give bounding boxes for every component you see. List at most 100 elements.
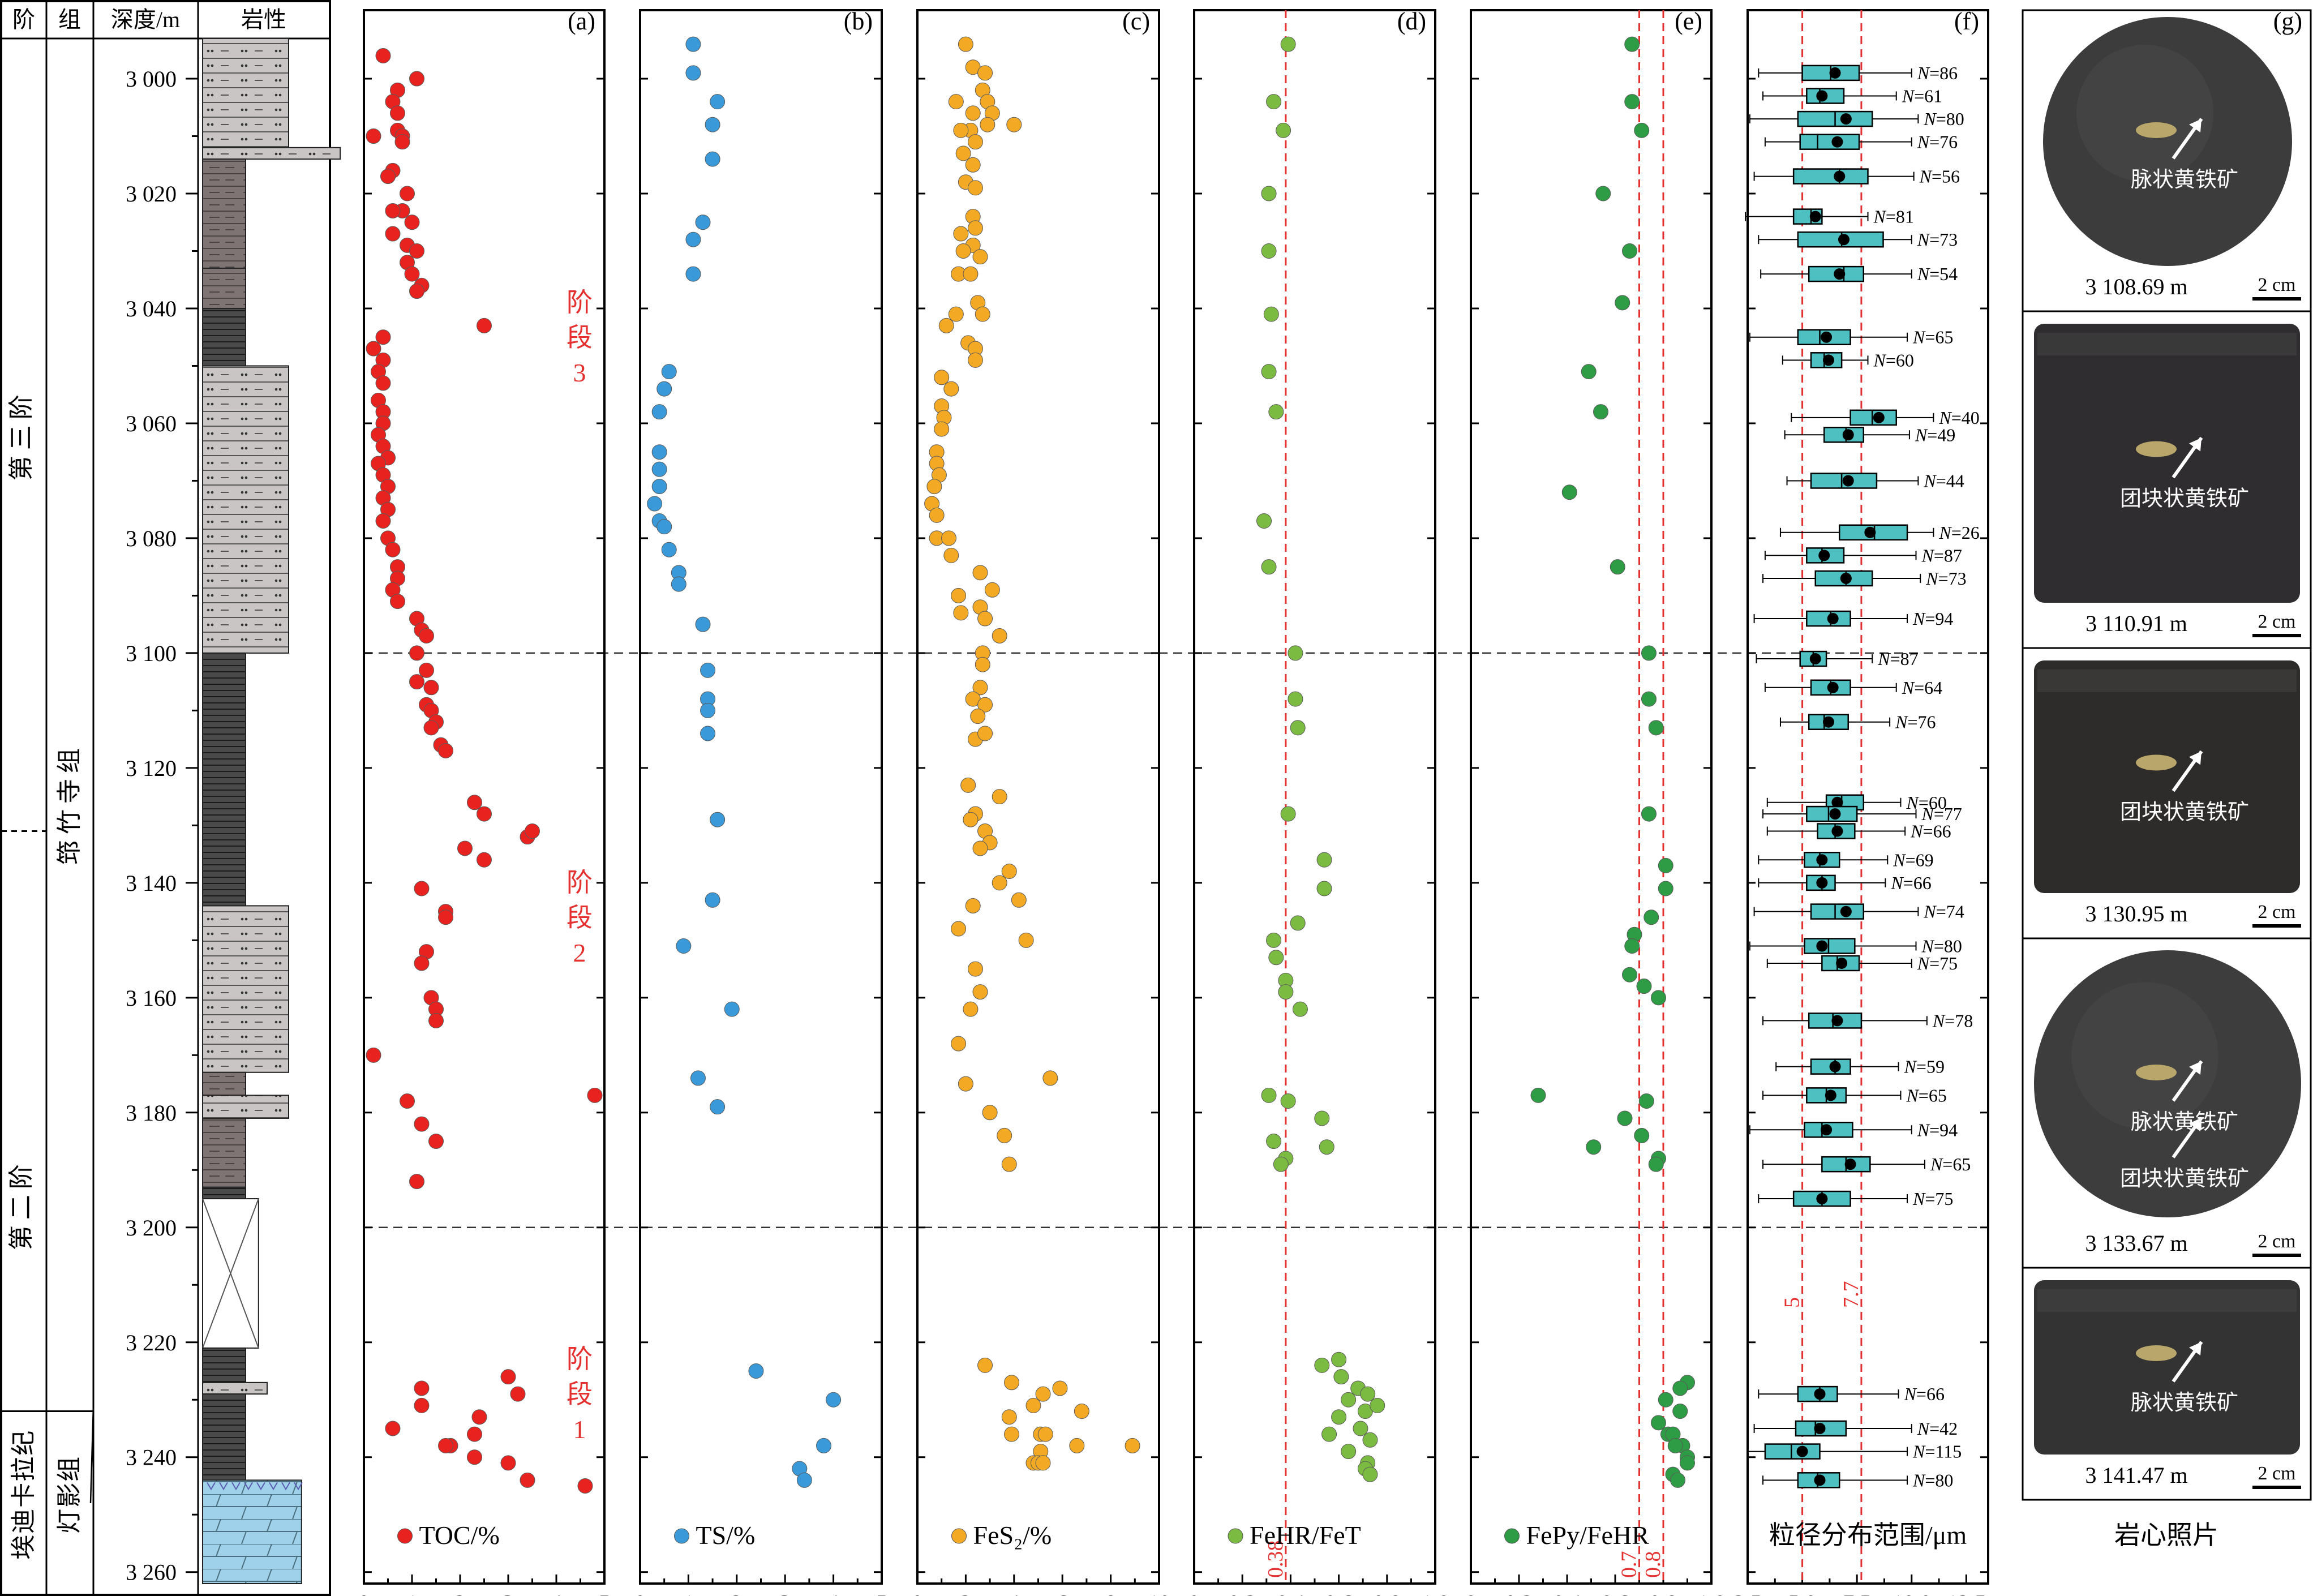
photo-depth: 3 141.47 m	[2085, 1462, 2187, 1488]
sample-count: N=75	[1917, 953, 1958, 973]
data-point	[375, 48, 391, 63]
threshold-label: 7.7	[1839, 1281, 1863, 1308]
depth-label: 3 220	[126, 1330, 177, 1355]
x-tick-label: 0.6	[1601, 1590, 1629, 1596]
sample-count: N=42	[1917, 1418, 1958, 1439]
core-photo: 团块状黄铁矿 3 130.95 m 2 cm	[2023, 647, 2311, 928]
x-tick-label: 6	[1057, 1590, 1068, 1596]
data-point	[375, 375, 391, 391]
data-point	[414, 1380, 430, 1396]
data-point	[685, 36, 701, 52]
data-point	[419, 628, 434, 643]
box-item: N=74	[1753, 902, 1964, 922]
sample-count: N=86	[1917, 63, 1958, 83]
data-point	[409, 674, 424, 690]
data-point	[992, 628, 1007, 643]
depth-label: 3 240	[126, 1445, 177, 1470]
data-point	[457, 840, 473, 856]
sample-count: N=80	[1921, 936, 1962, 956]
data-point	[385, 542, 401, 557]
data-point	[1292, 1001, 1308, 1017]
data-point	[409, 645, 424, 661]
data-point	[438, 909, 453, 925]
lithology-siltstone	[202, 365, 289, 654]
lithology-shale	[202, 652, 246, 907]
data-point	[1280, 1093, 1296, 1109]
data-point	[1658, 881, 1673, 896]
mean-dot	[1873, 411, 1885, 423]
box	[1810, 473, 1878, 489]
data-point	[1586, 1139, 1602, 1155]
data-point	[982, 1105, 998, 1121]
box-item: N=65	[1762, 1085, 1947, 1105]
data-point	[967, 180, 983, 196]
mean-dot	[1814, 1388, 1826, 1400]
depth-label: 3 200	[126, 1215, 177, 1241]
data-point	[1278, 984, 1294, 1000]
data-point	[1667, 1438, 1683, 1453]
data-point	[1672, 1380, 1688, 1396]
box-item: N=40	[1791, 407, 1980, 428]
x-tick-label: 5	[876, 1590, 887, 1596]
scale-label: 2 cm	[2258, 902, 2295, 923]
x-tick-label: 3	[503, 1590, 514, 1596]
data-point	[695, 214, 711, 230]
sample-count: N=75	[1912, 1189, 1953, 1209]
data-point	[705, 117, 720, 132]
data-point	[409, 243, 424, 259]
core-gap-cross	[202, 1198, 259, 1349]
mean-dot	[1838, 234, 1849, 246]
data-point	[1125, 1438, 1140, 1453]
data-point	[1042, 1070, 1058, 1086]
x-tick-label: 0	[358, 1590, 370, 1596]
box-item: N=54	[1760, 264, 1958, 284]
x-tick-label: 12.5	[1946, 1590, 1986, 1596]
mean-dot	[1825, 1089, 1836, 1101]
pyrite-spot	[2136, 1345, 2177, 1361]
photo-annotation: 团块状黄铁矿	[2120, 487, 2249, 511]
data-point	[984, 582, 1000, 598]
data-point	[963, 266, 979, 282]
x-axis-label: TOC/%	[419, 1521, 500, 1550]
data-point	[651, 461, 667, 477]
data-point	[1290, 720, 1306, 736]
x-axis-label: 粒径分布范围/μm	[1769, 1521, 1967, 1550]
data-point	[1025, 1397, 1041, 1413]
data-point	[1634, 122, 1650, 138]
sample-count: N=73	[1925, 568, 1966, 589]
data-point	[1362, 1432, 1378, 1448]
x-tick-label: 7.5	[1843, 1590, 1871, 1596]
box	[1764, 1443, 1821, 1460]
data-point	[685, 65, 701, 81]
panel-c: (c) 0 2 4 6 8 10 FeS₂/%	[912, 7, 1170, 1596]
dolomite-mark	[281, 1482, 290, 1491]
lithology-mudstone	[202, 1117, 246, 1188]
core-texture	[2037, 333, 2297, 355]
x-tick-label: 4	[828, 1590, 839, 1596]
panel-f: (f) 2.5 5.0 7.5 10.0 12.5 5 7.7 N=86N=61 N=80 N=76…	[1733, 7, 1989, 1596]
data-point	[647, 496, 663, 512]
box-item: N=76	[1764, 132, 1958, 152]
lithology-siltstone	[202, 1095, 289, 1119]
mean-dot	[1821, 1124, 1833, 1136]
sample-count: N=69	[1893, 850, 1933, 870]
data-point	[992, 789, 1007, 805]
data-point	[929, 507, 945, 523]
data-point	[972, 984, 988, 1000]
depth-label: 3 020	[126, 181, 177, 207]
box-item: N=66	[1766, 821, 1951, 842]
photo-annotation: 脉状黄铁矿	[2131, 1391, 2238, 1415]
box-item: N=76	[1779, 712, 1936, 732]
box-item: N=75	[1766, 953, 1958, 973]
data-point	[700, 702, 716, 718]
mean-dot	[1840, 113, 1852, 125]
data-point	[975, 306, 990, 322]
mean-dot	[1840, 906, 1852, 917]
mean-dot	[1831, 1015, 1843, 1027]
data-point	[409, 1174, 424, 1190]
panel-frame	[916, 9, 1160, 1585]
threshold-label: 5	[1780, 1297, 1804, 1308]
arrow-icon	[2189, 1061, 2202, 1075]
core-image	[2034, 324, 2300, 603]
